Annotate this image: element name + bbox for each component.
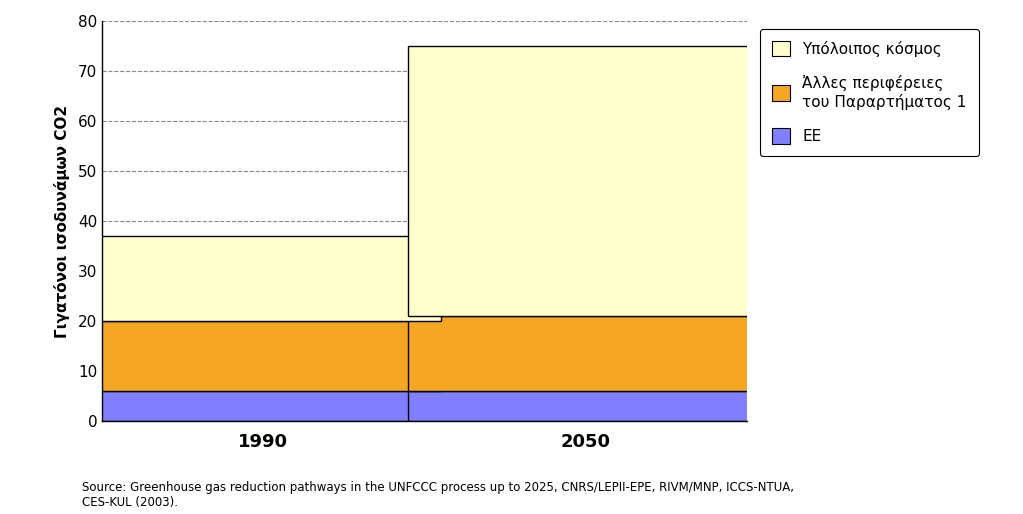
Bar (86, 392, 441, 421)
Legend: Υπόλοιπος κόσμος, Ἀλλες περιφέρειες
του Παραρτήματος 1, ΕΕ: Υπόλοιπος κόσμος, Ἀλλες περιφέρειες του … (760, 29, 979, 156)
Bar (408, 392, 763, 421)
Y-axis label: Γιγατόνοι ισοδυνάμων CO2: Γιγατόνοι ισοδυνάμων CO2 (54, 104, 70, 338)
Bar (86, 321, 441, 392)
Bar (408, 316, 763, 392)
Bar (408, 46, 763, 316)
Text: Source: Greenhouse gas reduction pathways in the UNFCCC process up to 2025, CNRS: Source: Greenhouse gas reduction pathway… (82, 481, 794, 509)
Bar (86, 236, 441, 321)
